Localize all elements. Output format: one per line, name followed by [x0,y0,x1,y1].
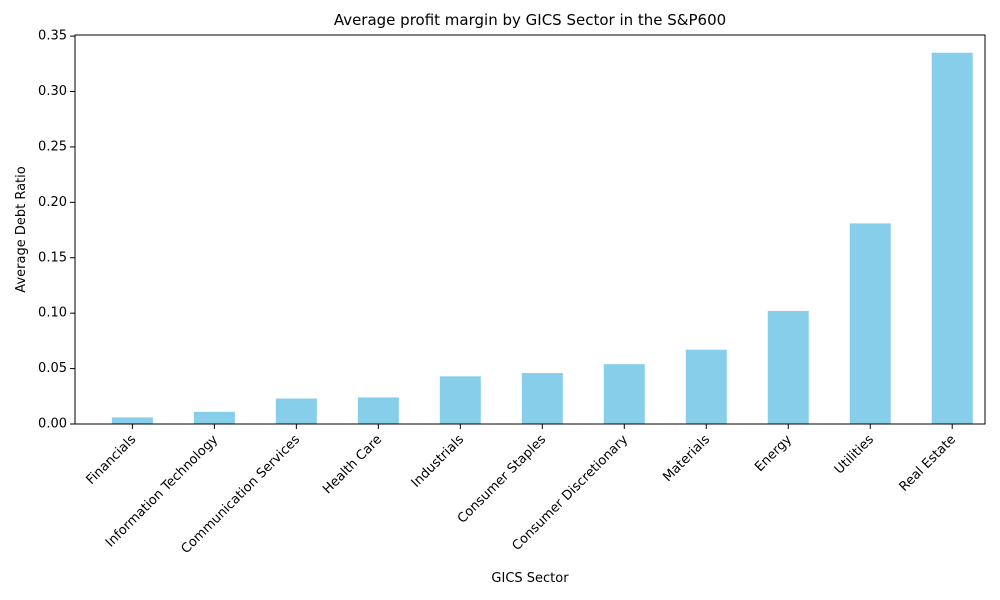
x-tick-label: Real Estate [897,432,959,494]
x-tick-label: Materials [660,432,713,485]
plot-frame [74,34,986,425]
y-tick-label: 0.30 [38,84,67,99]
y-tick-label: 0.00 [38,417,67,432]
chart-title: Average profit margin by GICS Sector in … [334,11,726,29]
bar-information-technology [193,411,235,424]
bar-consumer-staples [521,373,563,424]
y-tick-label: 0.35 [38,29,67,44]
bar-energy [767,310,809,424]
x-tick-label: Industrials [409,432,468,491]
x-tick-label: Consumer Staples [455,432,549,526]
x-tick-label: Utilities [832,432,877,477]
x-tick-label: Financials [84,432,140,488]
y-tick-label: 0.05 [38,361,67,376]
bar-materials [685,349,727,424]
y-axis: 0.00 0.05 0.10 0.15 0.20 0.25 0.30 0.35 [38,29,75,432]
x-tick-label: Energy [752,432,795,475]
y-tick-label: 0.15 [38,250,67,265]
bar-communication-services [275,398,317,424]
y-tick-label: 0.10 [38,306,67,321]
bar-industrials [439,376,481,424]
bar-real-estate [931,52,973,425]
x-axis-title: GICS Sector [491,571,569,586]
bar-consumer-discretionary [603,364,645,424]
bar-financials [111,417,153,424]
bar-utilities [849,223,891,424]
y-axis-title: Average Debt Ratio [14,166,29,292]
y-tick-label: 0.25 [38,139,67,154]
bars-group [111,52,973,425]
bar-health-care [357,397,399,424]
y-tick-label: 0.20 [38,195,67,210]
x-tick-label: Health Care [320,432,385,497]
